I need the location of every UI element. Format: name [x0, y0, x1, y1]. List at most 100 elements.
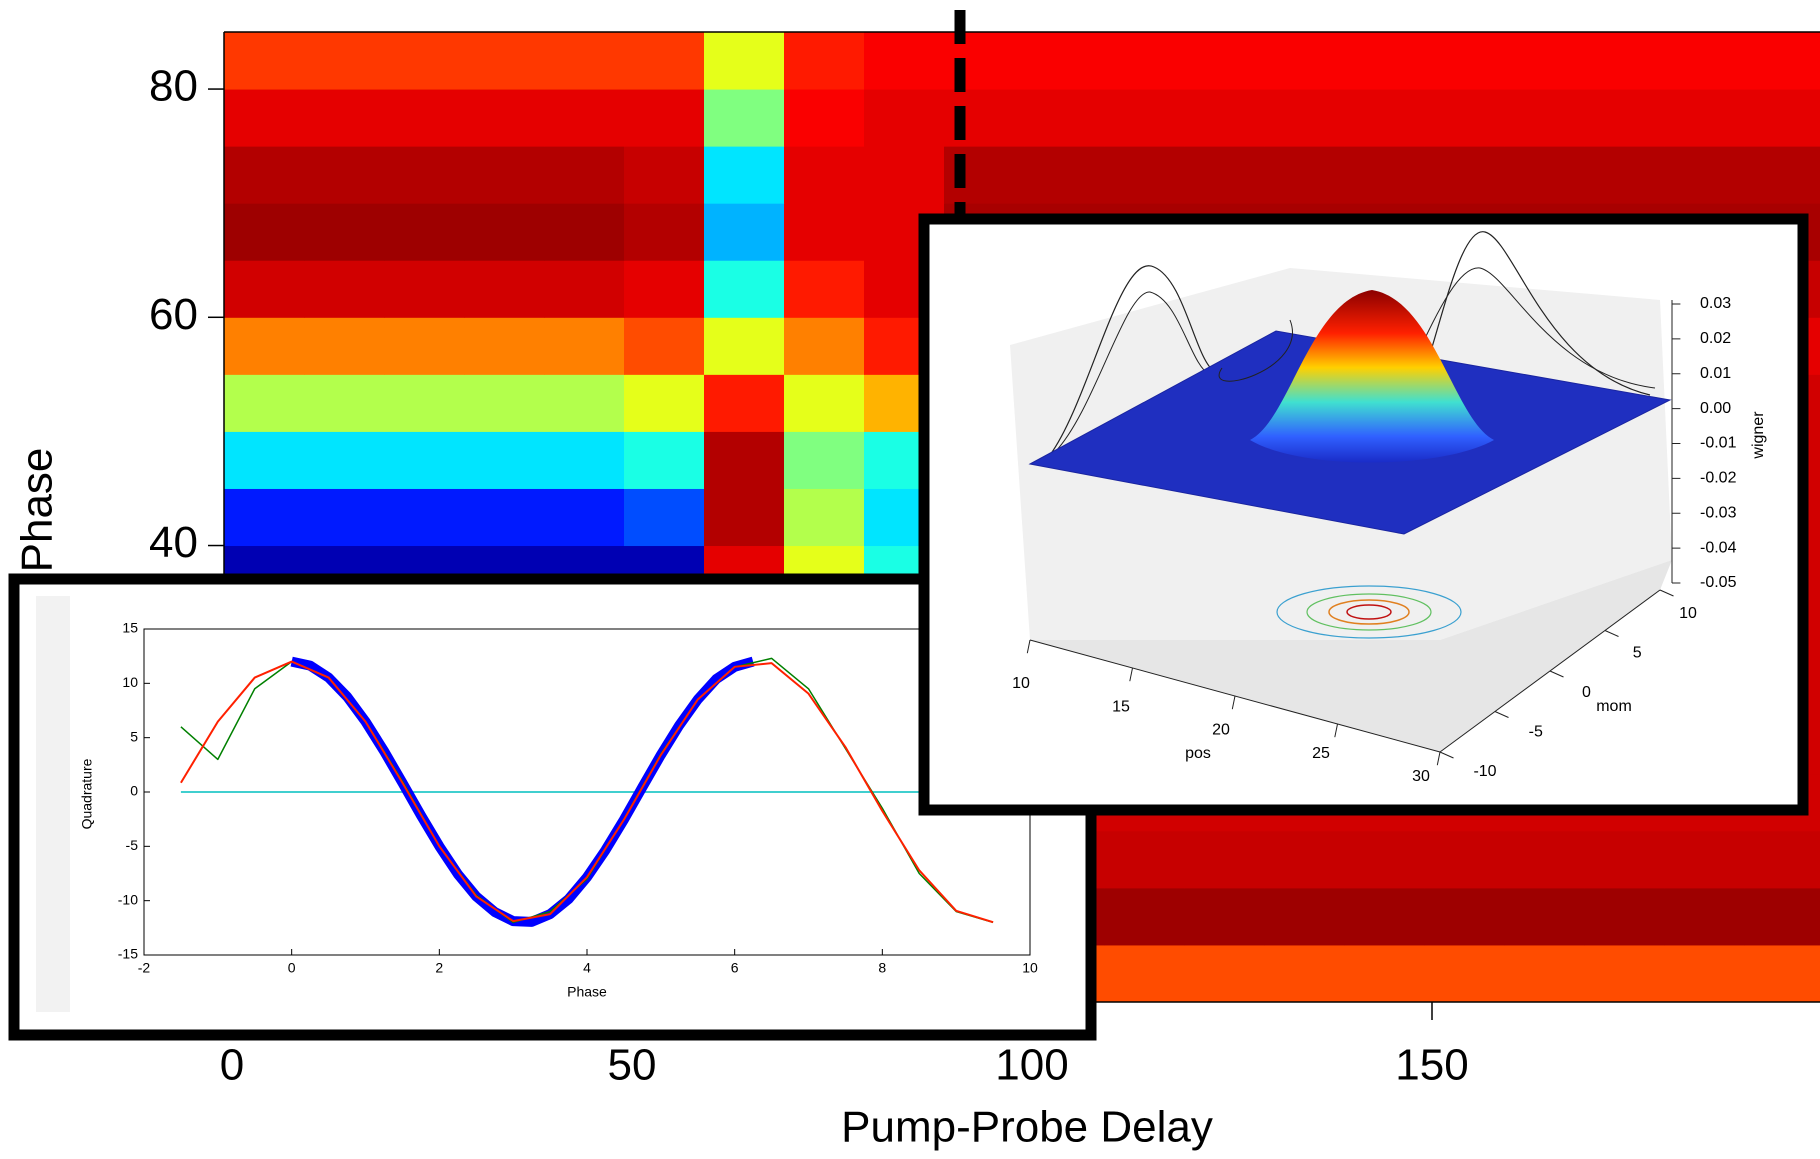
- heatmap-cell: [784, 32, 865, 90]
- heatmap-cell: [384, 488, 465, 547]
- y-tick-label: -10: [118, 891, 138, 907]
- heatmap-cell: [1584, 89, 1665, 147]
- x-tick-label: 8: [878, 960, 886, 976]
- heatmap-cell: [464, 374, 545, 432]
- surface-peak: [1250, 290, 1494, 463]
- heatmap-cell: [384, 203, 465, 261]
- heatmap-cell: [1424, 89, 1505, 147]
- heatmap-cell: [1744, 887, 1820, 946]
- heatmap-cell: [704, 260, 785, 318]
- heatmap-cell: [544, 374, 625, 432]
- x-tick-label: 10: [1022, 960, 1038, 976]
- heatmap-cell: [464, 203, 545, 261]
- heatmap-cell: [1264, 830, 1345, 889]
- x-tick-label: 10: [1012, 675, 1030, 692]
- surface-inset: pos mom wigner 10 15 20 25 30 -10 -5 0 5 10 0.03 0.…: [918, 213, 1809, 816]
- heatmap-cell: [544, 431, 625, 489]
- heatmap-cell: [704, 431, 785, 489]
- x-axis-label: pos: [1185, 745, 1211, 762]
- heatmap-cell: [704, 203, 785, 261]
- x-axis-label: Phase: [567, 984, 607, 1000]
- y-tick-label: 5: [1633, 645, 1642, 662]
- y-tick: [1439, 751, 1454, 759]
- x-tick-label: 20: [1212, 722, 1230, 739]
- heatmap-cell: [1264, 146, 1345, 204]
- heatmap-cell: [224, 32, 305, 90]
- z-tick-label: -0.03: [1700, 504, 1737, 521]
- heatmap-cell: [1424, 944, 1505, 1002]
- heatmap-cell: [544, 317, 625, 375]
- heatmap-cell: [1424, 32, 1505, 90]
- heatmap-cell: [1264, 887, 1345, 946]
- y-tick-label: -5: [126, 837, 139, 853]
- inset-strip: [36, 596, 70, 1012]
- heatmap-cell: [1344, 89, 1425, 147]
- y-tick-label: -5: [1529, 724, 1543, 741]
- heatmap-cell: [784, 89, 865, 147]
- data-line: [180, 660, 994, 924]
- heatmap-cell: [544, 146, 625, 204]
- heatmap-cell: [784, 203, 865, 261]
- heatmap-cell: [304, 32, 385, 90]
- heatmap-cell: [784, 146, 865, 204]
- x-tick-label: 50: [608, 1041, 657, 1090]
- heatmap-cell: [1744, 32, 1820, 90]
- y-tick-label: 10: [122, 674, 138, 690]
- x-tick-label: 150: [1395, 1041, 1468, 1090]
- heatmap-cell: [544, 32, 625, 90]
- heatmap-cell: [304, 89, 385, 147]
- x-tick-label: -2: [138, 960, 151, 976]
- y-tick-label: 0: [130, 783, 138, 799]
- heatmap-cell: [1504, 89, 1585, 147]
- heatmap-cell: [304, 146, 385, 204]
- heatmap-cell: [704, 374, 785, 432]
- heatmap-cell: [624, 431, 705, 489]
- heatmap-cell: [384, 260, 465, 318]
- heatmap-cell: [224, 89, 305, 147]
- heatmap-cell: [784, 431, 865, 489]
- heatmap-cell: [304, 203, 385, 261]
- heatmap-cell: [464, 32, 545, 90]
- heatmap-cell: [1584, 32, 1665, 90]
- x-tick-label: 25: [1312, 745, 1330, 762]
- heatmap-cell: [1664, 32, 1745, 90]
- heatmap-cell: [864, 146, 945, 204]
- heatmap-cell: [384, 431, 465, 489]
- heatmap-cell: [624, 203, 705, 261]
- heatmap-cell: [1504, 830, 1585, 889]
- heatmap-cell: [464, 317, 545, 375]
- z-tick-label: 0.01: [1700, 365, 1731, 382]
- heatmap-cell: [464, 488, 545, 547]
- heatmap-cell: [1504, 146, 1585, 204]
- x-tick: [1334, 723, 1338, 738]
- x-tick: [1231, 695, 1236, 710]
- heatmap-cell: [864, 32, 945, 90]
- heatmap-cell: [224, 374, 305, 432]
- heatmap-cell: [1584, 830, 1665, 889]
- y-tick: [1604, 630, 1619, 637]
- heatmap-cell: [1024, 32, 1105, 90]
- heatmap-cell: [704, 32, 785, 90]
- heatmap-cell: [704, 317, 785, 375]
- heatmap-cell: [1184, 146, 1265, 204]
- y-tick-label: 15: [122, 620, 138, 636]
- heatmap-cell: [1184, 89, 1265, 147]
- x-tick-label: 4: [583, 960, 591, 976]
- heatmap-cell: [1664, 887, 1745, 946]
- heatmap-cell: [1344, 944, 1425, 1002]
- y-tick: [1494, 711, 1509, 718]
- heatmap-cell: [1024, 146, 1105, 204]
- heatmap-cell: [384, 32, 465, 90]
- heatmap-cell: [464, 431, 545, 489]
- heatmap-cell: [624, 146, 705, 204]
- heatmap-cell: [1104, 887, 1185, 946]
- heatmap-cell: [1664, 89, 1745, 147]
- x-tick-label: 0: [288, 960, 296, 976]
- heatmap-cell: [1424, 887, 1505, 946]
- heatmap-cell: [1664, 944, 1745, 1002]
- line-inset: Phase Quadrature -2 0 2 4 6 8 10 -15 -10 -5 0 5 10 15: [8, 573, 1097, 1041]
- heatmap-cell: [864, 89, 945, 147]
- heatmap-cell: [224, 203, 305, 261]
- heatmap-cell: [1184, 887, 1265, 946]
